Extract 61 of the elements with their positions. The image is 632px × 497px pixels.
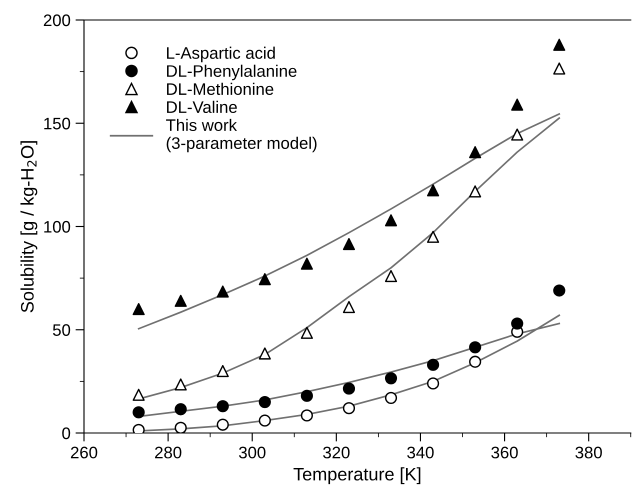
point [258, 396, 271, 408]
point [300, 258, 313, 270]
point [511, 98, 524, 111]
point [511, 128, 524, 141]
legend-label: DL-Phenylalanine [167, 64, 296, 80]
point [342, 402, 356, 414]
point [258, 273, 271, 286]
point [300, 390, 313, 402]
point [426, 358, 440, 371]
point [174, 422, 187, 433]
point [553, 284, 566, 297]
point [342, 300, 356, 314]
x-tick-label: 340 [407, 446, 434, 458]
point [132, 388, 145, 401]
x-tick-label: 380 [575, 446, 602, 458]
x-tick-label: 260 [70, 446, 98, 458]
point [511, 317, 524, 330]
x-tick-label: 280 [155, 446, 182, 458]
line-series [138, 113, 560, 330]
y-tick-label: 150 [44, 118, 70, 130]
point [216, 400, 229, 412]
point [384, 214, 398, 226]
point [258, 414, 271, 427]
legend-label: This work (3-parameter model) [166, 118, 317, 152]
y-axis-title: Solubility [g / kg-H$_{2}$O] [20, 141, 38, 312]
point [174, 294, 187, 307]
point [174, 378, 187, 391]
x-axis-title: Temperature [K] [294, 467, 420, 484]
point [132, 406, 145, 418]
x-tick-label: 360 [491, 446, 518, 458]
point [426, 230, 440, 243]
point [469, 185, 482, 198]
point [426, 377, 440, 390]
point [342, 238, 356, 250]
point [469, 356, 482, 368]
y-tick-label: 100 [44, 220, 70, 233]
point [469, 341, 482, 354]
point [553, 62, 566, 75]
point [342, 382, 356, 395]
legend-label: L-Aspartic acid [167, 46, 275, 62]
point [174, 403, 187, 416]
point [384, 372, 398, 384]
y-tick-label: 0 [62, 427, 70, 440]
point [216, 418, 229, 431]
point [216, 364, 229, 378]
point [216, 285, 229, 298]
x-tick-label: 300 [238, 446, 266, 458]
point [300, 409, 313, 422]
point [384, 392, 398, 404]
point [132, 303, 145, 316]
point [258, 347, 271, 360]
x-tick-label: 320 [323, 446, 350, 458]
legend-label: DL-Valine [167, 100, 237, 114]
point [384, 270, 398, 282]
y-tick-label: 50 [52, 324, 70, 336]
point [300, 326, 313, 339]
point [553, 38, 566, 51]
y-tick-label: 200 [44, 14, 70, 26]
point [469, 146, 482, 158]
point [426, 184, 440, 196]
legend-label: DL-Methionine [167, 82, 274, 95]
